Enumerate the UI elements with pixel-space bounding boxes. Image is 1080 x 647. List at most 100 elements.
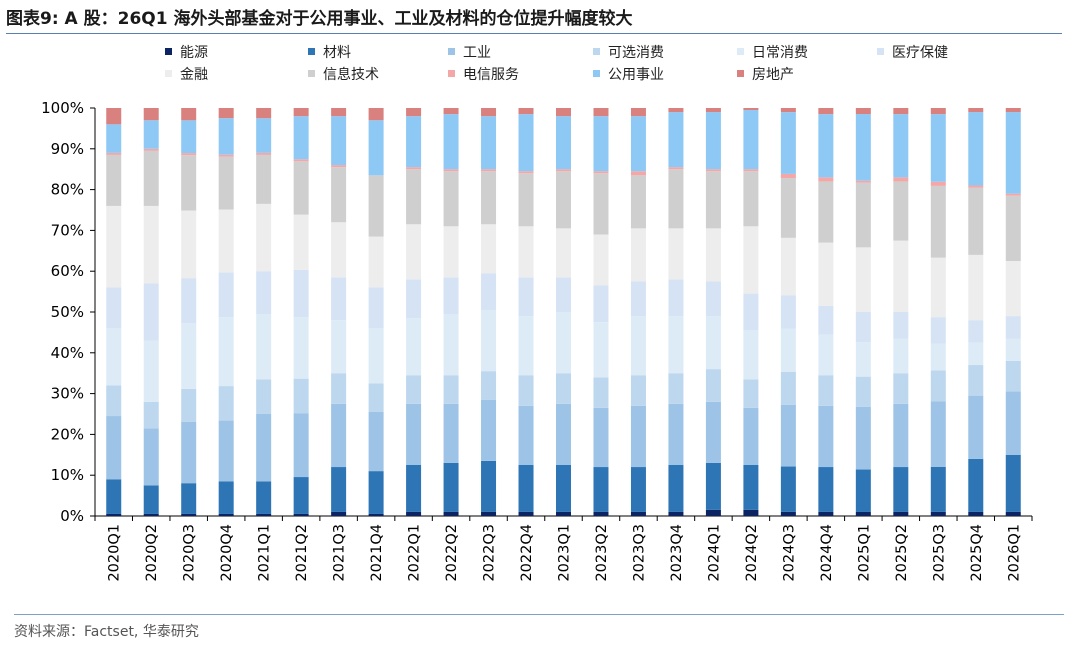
- bar-segment: [593, 234, 609, 286]
- bar-segment: [181, 323, 197, 389]
- bar-segment: [855, 376, 871, 407]
- bar-segment: [106, 328, 122, 386]
- bar-segment: [406, 169, 422, 225]
- x-tick-label: 2023Q4: [669, 524, 685, 582]
- bar-segment: [293, 513, 309, 516]
- bar-segment: [630, 316, 646, 376]
- bar-segment: [406, 465, 422, 512]
- bar-segment: [218, 209, 234, 273]
- x-tick-label: 2020Q1: [107, 524, 123, 582]
- bar-segment: [930, 511, 946, 516]
- legend-label-0: 能源: [180, 45, 208, 61]
- x-tick-label: 2024Q1: [706, 524, 722, 582]
- y-tick-label: 0%: [60, 507, 84, 525]
- bar-segment: [930, 257, 946, 318]
- bar-segment: [443, 403, 459, 463]
- bar-segment: [968, 187, 984, 255]
- bar-segment: [968, 320, 984, 343]
- bar-segment: [893, 403, 909, 468]
- x-tick-label: 2021Q2: [294, 524, 310, 582]
- bar-segment: [331, 108, 347, 117]
- bar-segment: [368, 108, 384, 121]
- bar-segment: [705, 316, 721, 370]
- bar-segment: [443, 375, 459, 404]
- bar-segment: [630, 171, 646, 176]
- bar-segment: [630, 116, 646, 172]
- bar-segment: [1005, 338, 1021, 361]
- bar-segment: [818, 242, 834, 306]
- bar-segment: [780, 328, 796, 372]
- bar-segment: [406, 224, 422, 280]
- x-tick-label: 2021Q1: [257, 524, 273, 582]
- bar-segment: [743, 171, 759, 227]
- bar-segment: [780, 108, 796, 113]
- bar-segment: [556, 465, 571, 512]
- bar-segment: [218, 386, 234, 421]
- bar-segment: [181, 278, 197, 324]
- bar-segment: [893, 511, 909, 516]
- bars: [106, 108, 1021, 516]
- bar-segment: [780, 178, 796, 238]
- bar-segment: [556, 277, 571, 312]
- bar-segment: [630, 108, 646, 117]
- bar-segment: [818, 334, 834, 376]
- bar-segment: [256, 203, 272, 272]
- bar-segment: [780, 112, 796, 174]
- bar-segment: [181, 483, 197, 514]
- bar-segment: [930, 114, 946, 182]
- bar-segment: [1005, 261, 1021, 317]
- bar-segment: [218, 154, 234, 157]
- bar-segment: [743, 293, 759, 331]
- bar-segment: [518, 226, 534, 278]
- bar-segment: [1005, 193, 1021, 196]
- legend-label-2: 工业: [463, 45, 491, 61]
- bar-segment: [106, 513, 122, 516]
- bar-segment: [968, 365, 984, 396]
- x-axis: 2020Q1 2020Q2 2020Q3 2020Q4 2021Q1 2021Q2 2021…: [94, 516, 1033, 582]
- bar-segment: [668, 108, 684, 113]
- bar-segment: [293, 477, 309, 514]
- bar-segment: [1005, 511, 1021, 516]
- x-tick-label: 2022Q3: [482, 524, 498, 582]
- bar-segment: [256, 152, 272, 155]
- x-tick-label: 2020Q2: [144, 524, 160, 582]
- bar-segment: [518, 173, 534, 227]
- bar-segment: [143, 485, 159, 514]
- bar-segment: [518, 277, 534, 317]
- bar-segment: [406, 403, 422, 465]
- bar-segment: [705, 108, 721, 113]
- legend-label-9: 公用事业: [608, 67, 664, 83]
- bar-segment: [630, 281, 646, 317]
- legend-swatch-4: [737, 48, 744, 55]
- bar-segment: [481, 399, 497, 461]
- legend-swatch-1: [308, 48, 315, 55]
- legend-swatch-6: [165, 70, 172, 77]
- x-tick-label: 2025Q1: [856, 524, 872, 582]
- bar-segment: [743, 465, 759, 510]
- bar-segment: [893, 373, 909, 404]
- bar-segment: [668, 373, 684, 404]
- bar-segment: [705, 462, 721, 510]
- bar-segment: [481, 511, 497, 516]
- bar-segment: [443, 171, 459, 227]
- bar-segment: [481, 224, 497, 274]
- bar-segment: [893, 177, 909, 182]
- bar-segment: [593, 407, 609, 468]
- bar-segment: [556, 373, 571, 404]
- legend-swatch-3: [593, 48, 600, 55]
- bar-segment: [818, 511, 834, 516]
- bar-segment: [293, 413, 309, 478]
- bar-segment: [968, 108, 984, 113]
- bar-segment: [481, 171, 497, 225]
- bar-segment: [181, 210, 197, 279]
- bar-segment: [106, 108, 122, 125]
- bar-segment: [593, 467, 609, 512]
- bar-segment: [293, 378, 309, 414]
- legend-label-1: 材料: [323, 45, 351, 61]
- x-tick-label: 2021Q4: [369, 524, 385, 582]
- bar-segment: [143, 340, 159, 402]
- y-axis: 0% 10% 20% 30% 40% 50% 60% 70% 80% 90% 100%: [41, 99, 1032, 525]
- bar-segment: [780, 466, 796, 512]
- bar-segment: [331, 165, 347, 168]
- bar-segment: [743, 169, 759, 172]
